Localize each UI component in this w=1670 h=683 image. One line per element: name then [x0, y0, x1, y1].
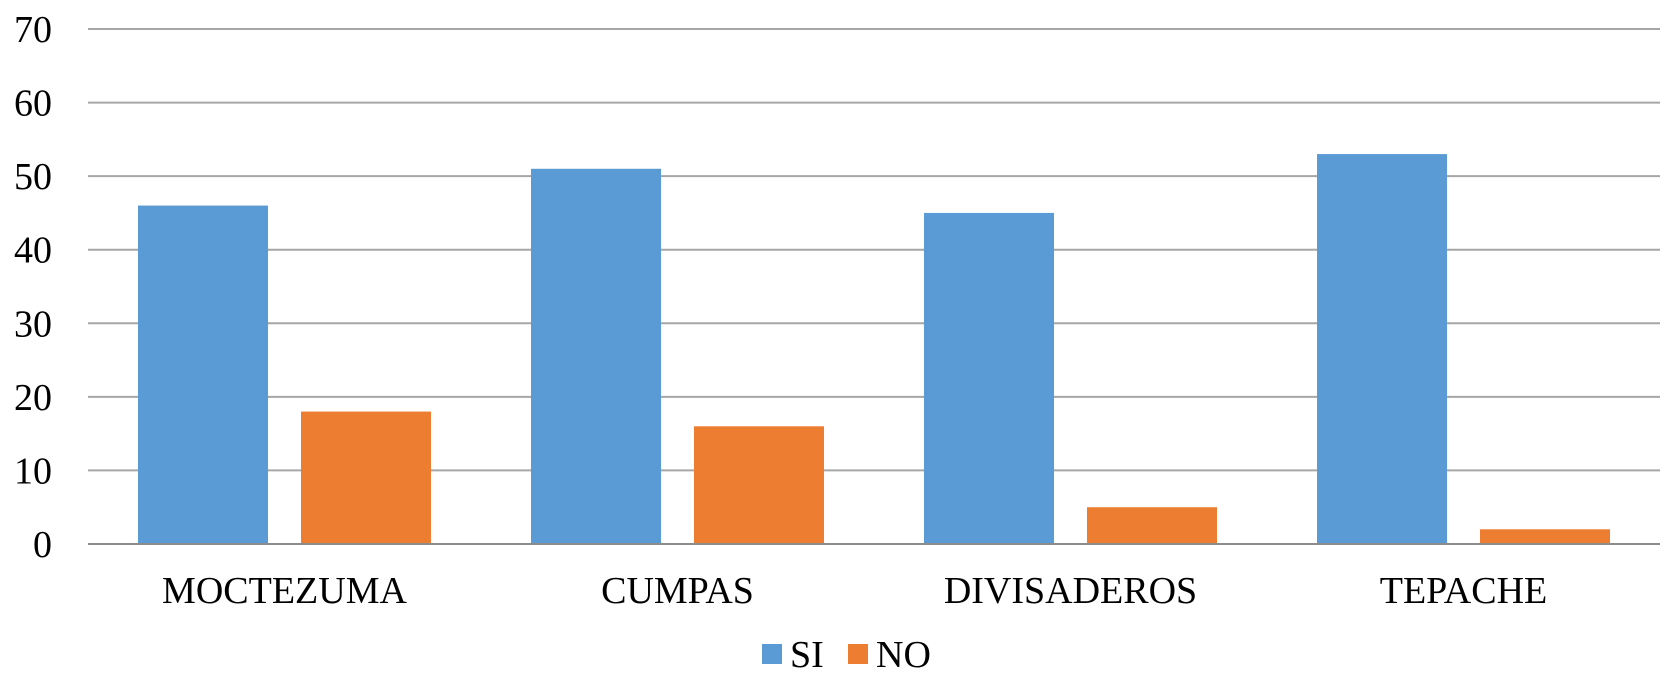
legend: SI NO — [762, 634, 931, 676]
bar-no-tepache — [1480, 529, 1610, 544]
legend-swatch-si — [762, 644, 782, 664]
y-tick-label: 30 — [14, 303, 52, 345]
y-tick-label: 0 — [33, 524, 52, 566]
gridlines — [88, 28, 1660, 472]
y-tick-label: 70 — [14, 9, 52, 51]
x-category-label: DIVISADEROS — [944, 570, 1197, 612]
y-axis-tick-labels: 0 10 20 30 40 50 60 70 — [14, 9, 52, 566]
x-category-label: TEPACHE — [1380, 570, 1548, 612]
y-tick-label: 20 — [14, 377, 52, 419]
bar-si-moctezuma — [138, 205, 268, 545]
x-axis-category-labels: MOCTEZUMA CUMPAS DIVISADEROS TEPACHE — [162, 570, 1547, 612]
x-category-label: MOCTEZUMA — [162, 570, 407, 612]
legend-label-si: SI — [790, 634, 824, 676]
bar-no-moctezuma — [301, 411, 431, 544]
bar-si-cumpas — [531, 168, 661, 545]
bar-si-tepache — [1317, 154, 1447, 545]
legend-label-no: NO — [876, 634, 931, 676]
y-tick-label: 60 — [14, 83, 52, 125]
x-category-label: CUMPAS — [601, 570, 754, 612]
y-tick-label: 10 — [14, 450, 52, 492]
bars — [138, 154, 1610, 545]
bar-si-divisaderos — [924, 212, 1054, 544]
bar-no-divisaderos — [1087, 507, 1217, 544]
y-tick-label: 50 — [14, 156, 52, 198]
y-tick-label: 40 — [14, 230, 52, 272]
legend-swatch-no — [848, 644, 868, 664]
bar-no-cumpas — [694, 426, 824, 544]
